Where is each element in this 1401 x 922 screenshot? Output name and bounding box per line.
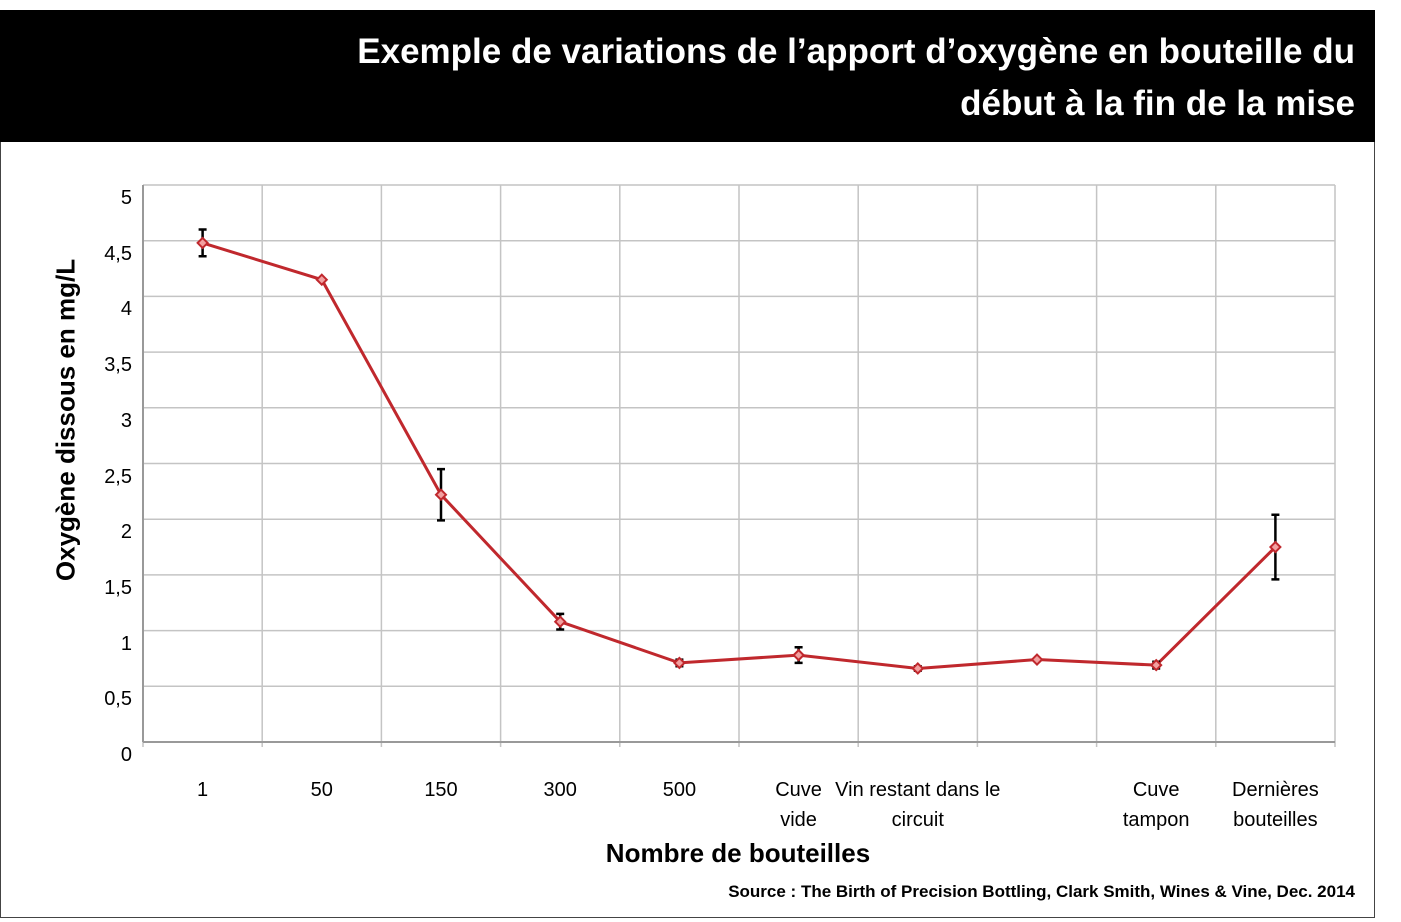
x-axis-title: Nombre de bouteilles xyxy=(605,838,871,868)
y-tick-label: 3 xyxy=(120,409,132,432)
x-tick-label: Cuve vide xyxy=(775,779,822,831)
y-tick-label: 2 xyxy=(120,521,132,544)
x-tick-label: 150 xyxy=(424,779,458,801)
y-tick-label: 2,5 xyxy=(104,465,132,488)
y-axis-title: Oxygène dissous en mg/L xyxy=(50,258,81,582)
data-point xyxy=(196,236,210,250)
data-point xyxy=(315,273,329,287)
y-tick-label: 4,5 xyxy=(104,242,132,265)
data-point xyxy=(792,648,806,662)
chart-title: Exemple de variations de l’apport d’oxyg… xyxy=(357,32,1355,123)
data-point xyxy=(1268,540,1282,554)
data-point xyxy=(672,656,686,670)
x-tick-label: 50 xyxy=(310,779,333,801)
y-tick-label: 4 xyxy=(120,298,132,321)
y-tick-label: 0,5 xyxy=(104,688,132,711)
data-point xyxy=(1149,658,1163,672)
source-note: Source : The Birth of Precision Bottling… xyxy=(728,882,1355,901)
x-tick-label: 300 xyxy=(543,779,577,801)
y-tick-label: 5 xyxy=(120,187,132,209)
x-tick-label: Cuve tampon xyxy=(1122,779,1190,831)
chart-frame xyxy=(0,142,1375,918)
y-tick-label: 1 xyxy=(120,632,132,655)
y-tick-label: 3,5 xyxy=(104,354,132,377)
data-point xyxy=(434,488,448,502)
x-tick-label: 1 xyxy=(197,779,209,801)
x-tick-label: 500 xyxy=(662,779,697,801)
data-point xyxy=(1030,653,1044,666)
data-point xyxy=(553,615,567,629)
y-tick-label: 1,5 xyxy=(104,576,132,599)
x-tick-label: Dernières bouteilles xyxy=(1232,779,1319,831)
title-bar: Exemple de variations de l’apport d’oxyg… xyxy=(0,10,1375,142)
y-tick-label: 0 xyxy=(120,744,132,766)
x-tick-label: Vin restant dans le circuit xyxy=(835,779,1001,831)
data-line xyxy=(202,241,1277,670)
data-point xyxy=(911,662,925,675)
